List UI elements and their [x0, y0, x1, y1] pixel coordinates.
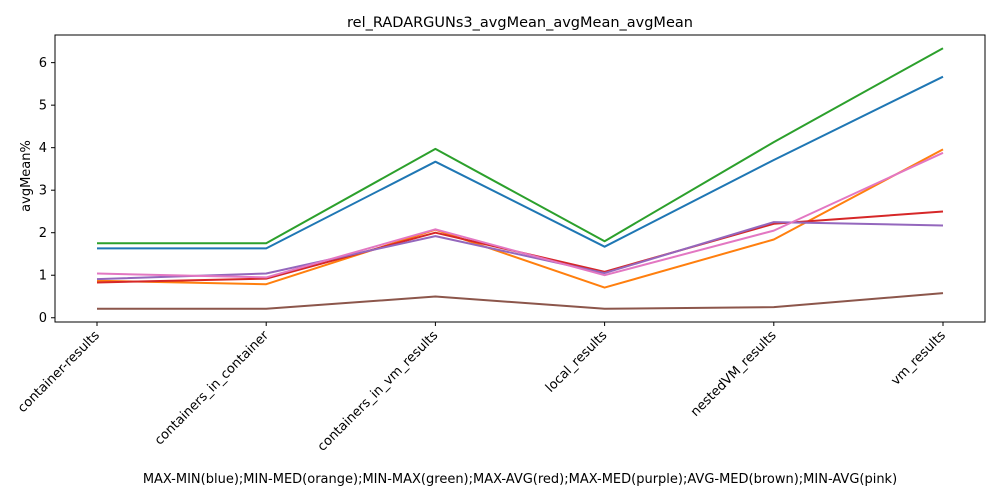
y-tick-label: 2: [39, 226, 47, 241]
series-line-1: [96, 148, 944, 289]
series-line-6: [96, 151, 944, 279]
y-tick-label: 1: [39, 269, 47, 284]
series-layer: [96, 47, 944, 310]
x-tick-label: containers_in_container: [152, 328, 273, 449]
y-tick-label: 0: [39, 311, 47, 326]
series-line-5: [97, 292, 944, 310]
series-line-2: [97, 47, 944, 245]
y-axis-label: avgMean%: [19, 140, 34, 212]
x-tick-label: nestedVM_results: [688, 328, 780, 420]
x-tick-label: vm_results: [888, 328, 949, 389]
chart-title: rel_RADARGUNs3_avgMean_avgMean_avgMean: [347, 15, 693, 31]
x-axis-label: MAX-MIN(blue);MIN-MED(orange);MIN-MAX(gr…: [143, 472, 897, 487]
y-tick-label: 4: [39, 141, 47, 156]
y-tick-label: 5: [39, 99, 47, 114]
axes-layer: 0 1 2 3 4 5 6 container-results containers_in_co…: [15, 34, 986, 455]
series-line-4: [96, 221, 944, 281]
x-tick-label: local_results: [543, 328, 611, 396]
x-tick-label: containers_in_vm_results: [315, 328, 441, 454]
series-line-0: [97, 75, 944, 250]
y-tick-label: 3: [39, 184, 47, 199]
y-tick-label: 6: [39, 56, 47, 71]
plot-frame: [54, 34, 986, 323]
x-tick-label: container-results: [15, 328, 103, 416]
